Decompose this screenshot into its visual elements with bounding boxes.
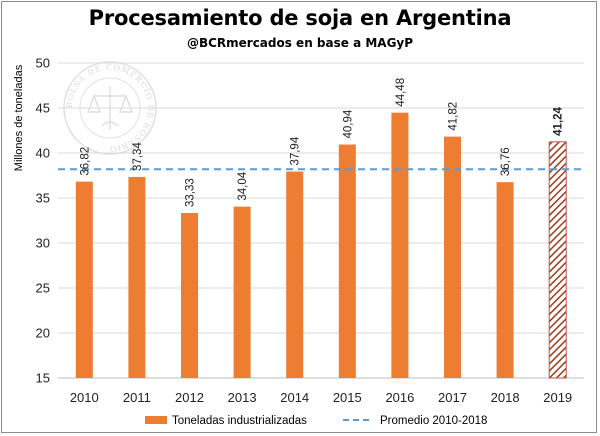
data-label-2018: 36,76 xyxy=(500,147,512,176)
chart-title: Procesamiento de soja en Argentina xyxy=(88,6,512,30)
bar-2012[interactable] xyxy=(181,213,198,378)
x-tick-label-2019: 2019 xyxy=(543,390,572,405)
y-tick-label: 50 xyxy=(36,56,50,71)
x-tick-label-2013: 2013 xyxy=(228,390,257,405)
y-tick-label: 35 xyxy=(36,191,50,206)
bar-2016[interactable] xyxy=(391,112,409,379)
legend[interactable]: Toneladas industrializadas Promedio 2010… xyxy=(145,415,487,427)
y-tick-label: 30 xyxy=(36,236,50,251)
x-tick-label-2015: 2015 xyxy=(333,390,362,405)
legend-swatch-bar xyxy=(145,416,167,424)
data-label-2016: 44,48 xyxy=(395,78,407,107)
x-tick-label-2012: 2012 xyxy=(175,390,204,405)
x-tick-label-2011: 2011 xyxy=(123,390,151,405)
y-axis-label: Millones de toneladas xyxy=(13,64,25,171)
bar-2019[interactable] xyxy=(548,141,567,379)
data-labels: 36,82 37,34 33,33 34,04 37,94 40,94 44,48 41,82… xyxy=(79,78,564,207)
y-tick-label: 25 xyxy=(36,281,50,296)
bar-2010[interactable] xyxy=(75,181,93,378)
chart-subtitle: @BCRmercados en base a MAGyP xyxy=(186,36,414,50)
legend-label-average: Promedio 2010-2018 xyxy=(380,415,487,427)
y-tick-label: 20 xyxy=(36,326,50,341)
x-tick-label-2016: 2016 xyxy=(385,390,414,405)
bar-2017[interactable] xyxy=(444,136,461,378)
gridlines xyxy=(58,62,584,379)
data-label-2012: 33,33 xyxy=(185,178,197,207)
bar-2015[interactable] xyxy=(338,144,356,378)
bar-2011[interactable] xyxy=(128,176,146,378)
y-tick-label: 15 xyxy=(36,371,50,386)
y-tick-label: 45 xyxy=(36,101,50,116)
y-tick-label: 40 xyxy=(36,146,50,161)
data-label-2017: 41,82 xyxy=(448,102,460,131)
bar-2018[interactable] xyxy=(496,182,514,378)
bars xyxy=(75,112,567,379)
x-tick-label-2014: 2014 xyxy=(280,390,309,405)
y-axis: 15 20 25 30 35 40 45 50 xyxy=(36,56,50,386)
x-tick-label-2010: 2010 xyxy=(70,390,99,405)
bar-2014[interactable] xyxy=(286,171,304,378)
data-label-2010: 36,82 xyxy=(79,147,91,176)
x-axis: 2010 2011 2012 2013 2014 2015 2016 2017 2018 2019 xyxy=(70,390,572,405)
data-label-2019: 41,24 xyxy=(553,106,565,135)
data-label-2014: 37,94 xyxy=(290,136,302,165)
bar-2013[interactable] xyxy=(233,206,251,378)
x-tick-label-2018: 2018 xyxy=(491,390,520,405)
data-label-2011: 37,34 xyxy=(132,142,144,171)
legend-label-bars: Toneladas industrializadas xyxy=(172,415,307,427)
x-tick-label-2017: 2017 xyxy=(438,390,467,405)
data-label-2013: 34,04 xyxy=(237,171,249,200)
data-label-2015: 40,94 xyxy=(342,109,354,138)
